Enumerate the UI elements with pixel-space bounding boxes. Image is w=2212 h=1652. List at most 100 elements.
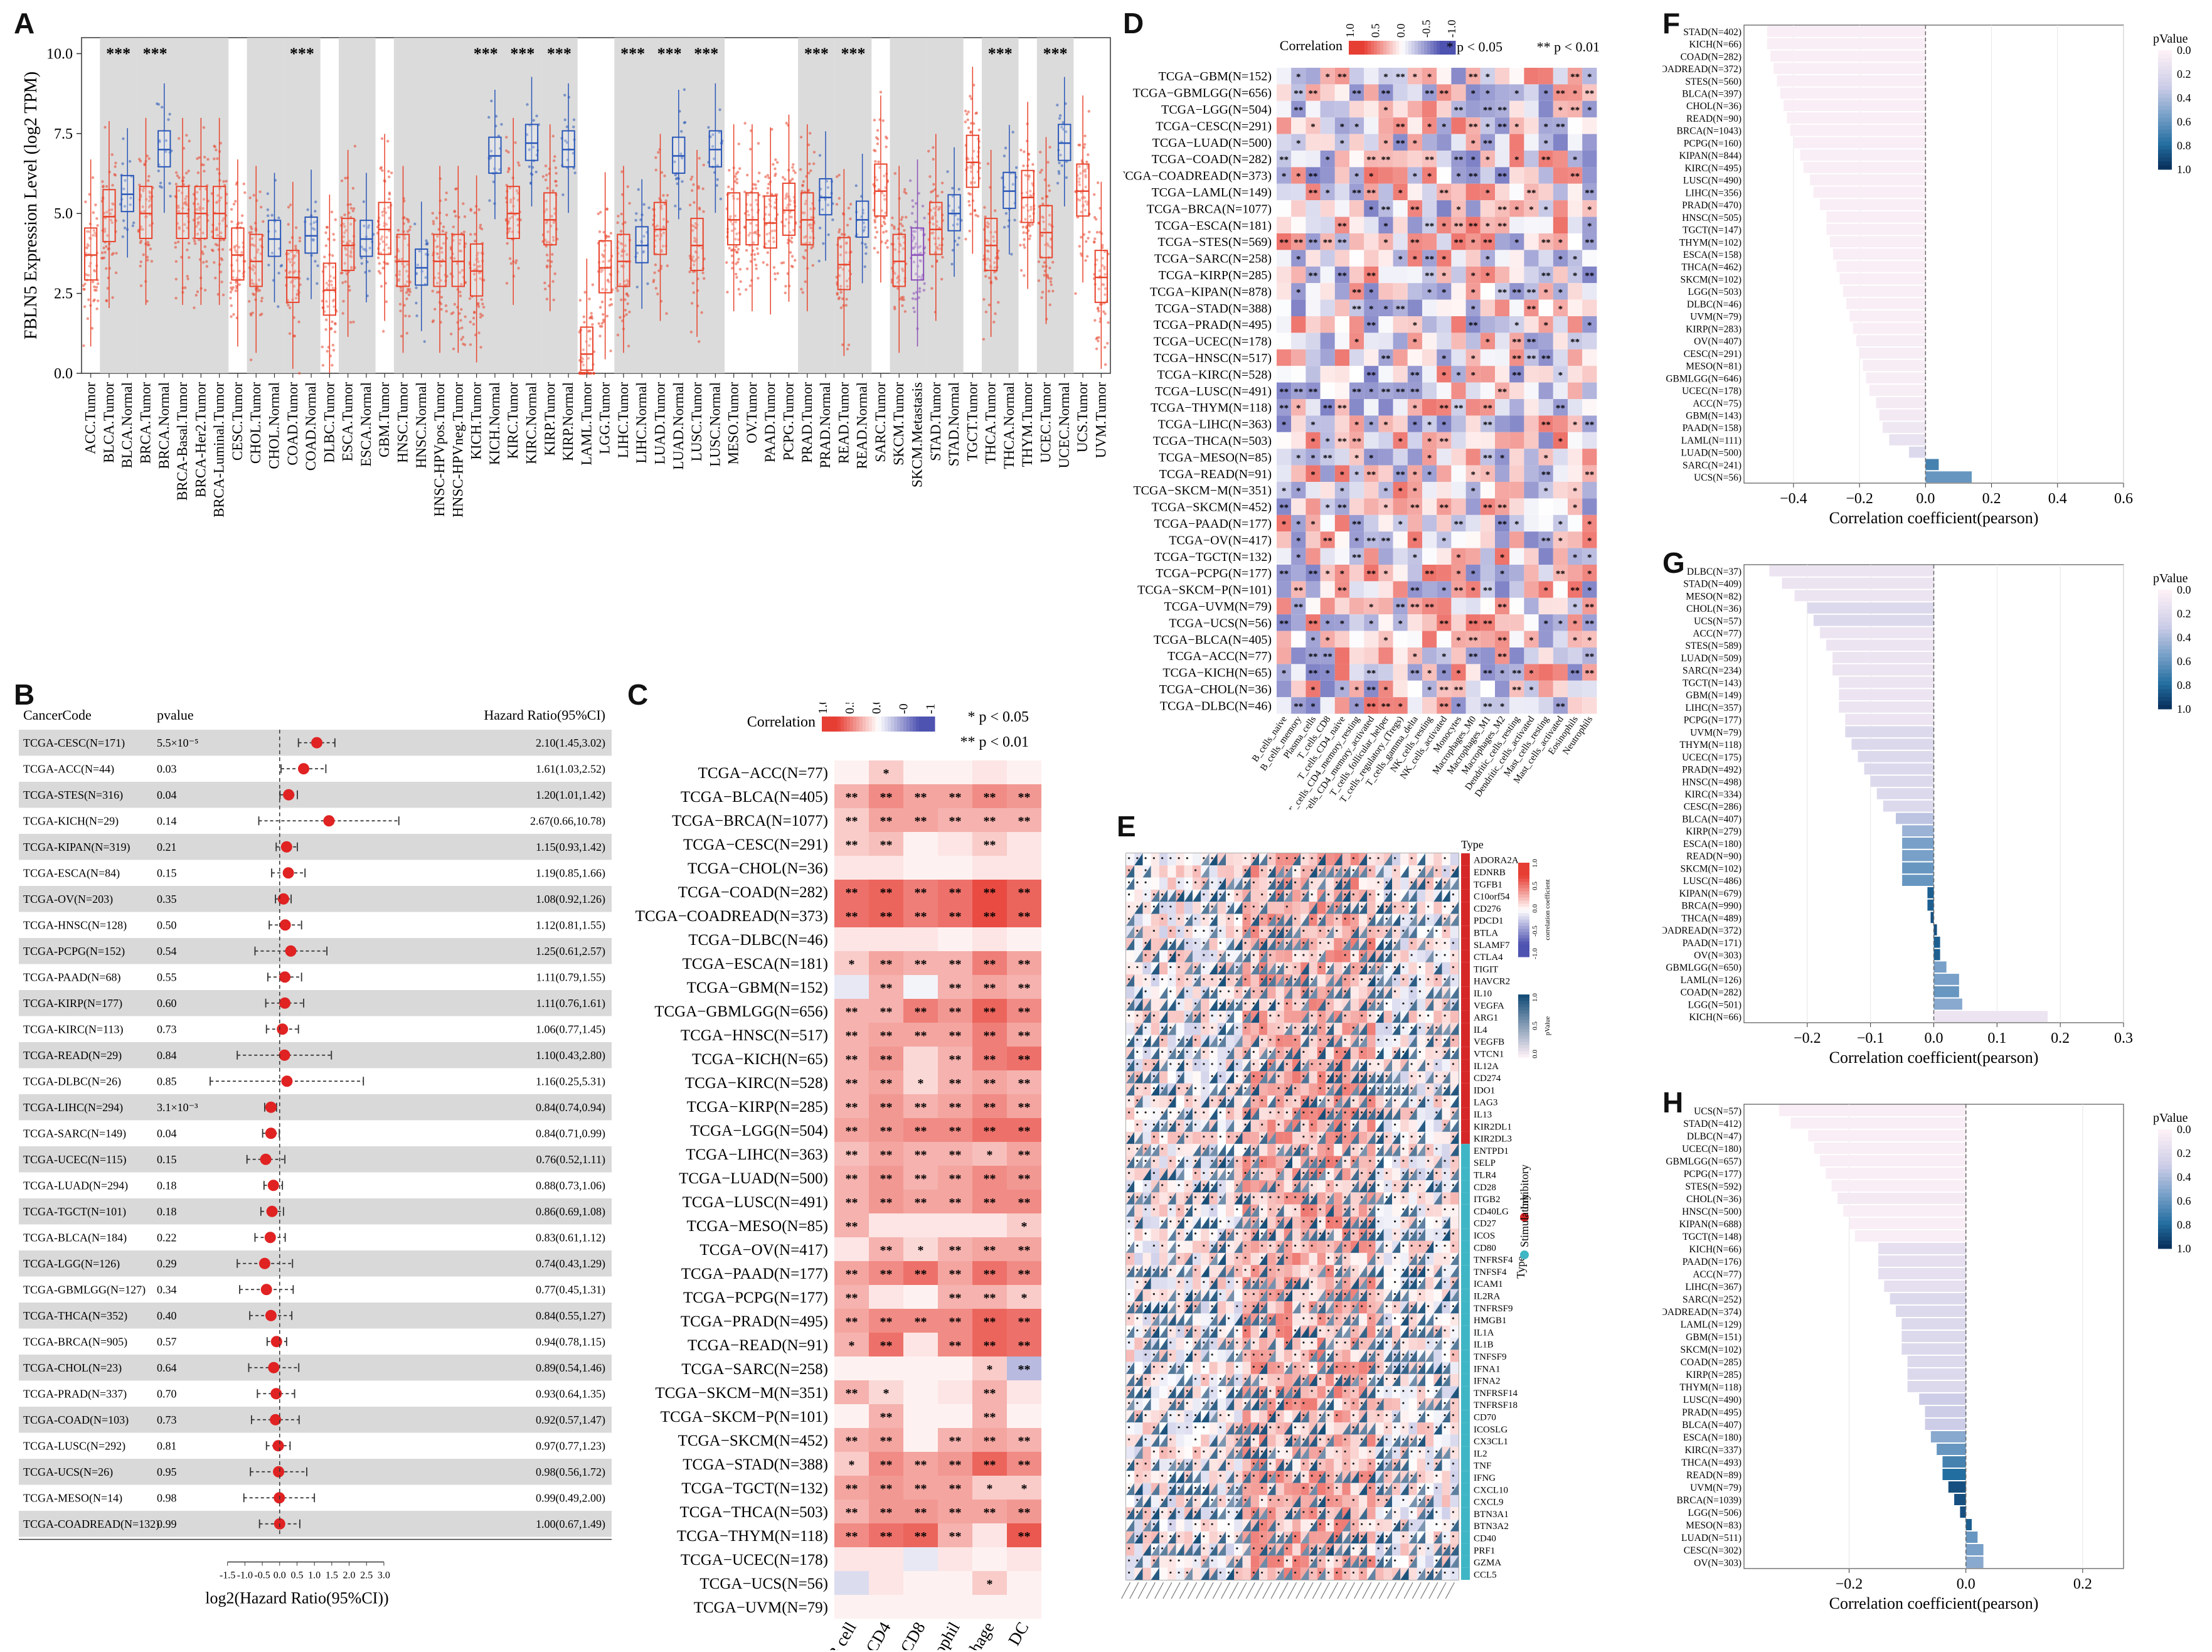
heat-cell xyxy=(1568,432,1583,449)
heat-cell xyxy=(1568,680,1583,698)
shaded-group xyxy=(284,38,321,373)
data-point xyxy=(580,371,584,375)
data-point xyxy=(324,328,327,331)
x-tick-label: LUAD.Normal xyxy=(671,382,686,470)
heat-cell xyxy=(1364,183,1379,201)
data-point xyxy=(331,343,335,347)
corr-cell xyxy=(1134,865,1143,878)
row-label: TCGA−OV(N=417) xyxy=(699,1242,828,1259)
legend-tick: 1.0 xyxy=(816,703,830,714)
row-label: TCGA−STAD(N=388) xyxy=(683,1456,828,1473)
heat-cell xyxy=(1407,531,1422,548)
data-point xyxy=(442,242,445,245)
data-point xyxy=(432,220,435,223)
data-point xyxy=(444,231,448,235)
data-point xyxy=(462,343,465,346)
heat-cell-stars: ** xyxy=(846,1100,858,1114)
heat-cell xyxy=(1465,565,1481,582)
x-tick-label: KIRP.Tumor xyxy=(542,382,558,456)
heat-cell-stars: ** xyxy=(846,1029,858,1043)
heat-cell xyxy=(1277,597,1292,615)
data-point xyxy=(196,232,199,236)
data-point xyxy=(1038,151,1042,154)
legend-swatch xyxy=(881,717,885,732)
heat-cell-stars: * xyxy=(1398,520,1403,530)
heat-cell-stars: ** xyxy=(1018,1124,1031,1138)
data-point xyxy=(905,216,908,219)
heat-cell-stars: * xyxy=(1573,636,1578,646)
heat-cell xyxy=(1582,415,1597,432)
data-point xyxy=(479,226,482,230)
heat-cell xyxy=(869,1500,903,1523)
data-point xyxy=(635,285,639,289)
heat-cell xyxy=(1364,415,1379,432)
heat-cell xyxy=(903,856,938,880)
data-point xyxy=(403,304,406,307)
data-point xyxy=(588,329,592,333)
data-point xyxy=(525,133,529,136)
data-point xyxy=(385,262,388,265)
heat-cell-stars: ** xyxy=(915,1267,927,1281)
heat-cell xyxy=(1568,366,1583,383)
heat-cell xyxy=(1538,266,1553,284)
data-point xyxy=(312,238,315,242)
data-point xyxy=(399,309,402,312)
data-point xyxy=(472,322,476,326)
box xyxy=(910,227,925,281)
data-point xyxy=(1023,274,1026,277)
data-point xyxy=(893,272,896,275)
heat-cell xyxy=(1582,647,1597,664)
heat-cell-stars: ** xyxy=(984,1124,996,1138)
hazard-point xyxy=(279,997,291,1009)
x-tick-label: UCEC.Normal xyxy=(1056,382,1072,468)
heat-cell xyxy=(1582,631,1597,647)
data-point xyxy=(408,290,412,294)
significance-dot xyxy=(1311,857,1313,860)
data-point xyxy=(1065,130,1068,134)
data-point xyxy=(1028,175,1031,179)
heat-cell-stars: ** xyxy=(915,886,927,900)
data-point xyxy=(342,222,345,226)
heat-cell xyxy=(1465,432,1481,449)
data-point xyxy=(772,236,775,240)
heat-cell-stars: * xyxy=(1587,520,1592,530)
heat-cell-stars: * xyxy=(1587,553,1592,563)
data-point xyxy=(1023,238,1026,241)
y-axis-label: FBLN5 Expression Level (log2 TPM) xyxy=(21,72,41,339)
heat-cell xyxy=(1007,1333,1041,1356)
heat-cell xyxy=(1007,1070,1041,1094)
data-point xyxy=(416,264,420,267)
heat-cell xyxy=(1568,581,1583,598)
hazard-point xyxy=(311,737,323,749)
data-point xyxy=(932,146,935,149)
data-point xyxy=(982,298,986,301)
data-point xyxy=(1029,205,1033,209)
row-band xyxy=(19,1042,612,1068)
row-label: TCGA−SKCM(N=452) xyxy=(1152,501,1272,514)
data-point xyxy=(122,187,125,191)
heat-cell-stars: * xyxy=(1573,155,1578,165)
heat-cell xyxy=(1349,349,1364,366)
data-point xyxy=(885,137,889,140)
heat-cell xyxy=(1320,614,1335,631)
data-point xyxy=(841,343,844,346)
data-point xyxy=(807,171,811,174)
heat-cell-stars: ** xyxy=(1279,619,1289,629)
data-point xyxy=(439,247,443,250)
heat-cell-stars: * xyxy=(1500,453,1505,463)
heat-cell-stars: ** xyxy=(1352,437,1361,447)
data-point xyxy=(185,203,188,207)
heat-cell xyxy=(1568,68,1583,85)
heat-cell xyxy=(1291,697,1306,714)
heat-cell-stars: * xyxy=(1587,536,1592,546)
heat-cell-stars: * xyxy=(1470,287,1476,297)
data-point xyxy=(770,127,774,131)
data-point xyxy=(745,267,749,270)
data-point xyxy=(1029,234,1032,238)
heat-cell xyxy=(1509,167,1524,184)
data-point xyxy=(349,223,353,226)
heat-cell xyxy=(1538,531,1553,548)
data-point xyxy=(506,242,509,245)
data-point xyxy=(472,316,476,320)
heat-cell xyxy=(1524,514,1539,532)
